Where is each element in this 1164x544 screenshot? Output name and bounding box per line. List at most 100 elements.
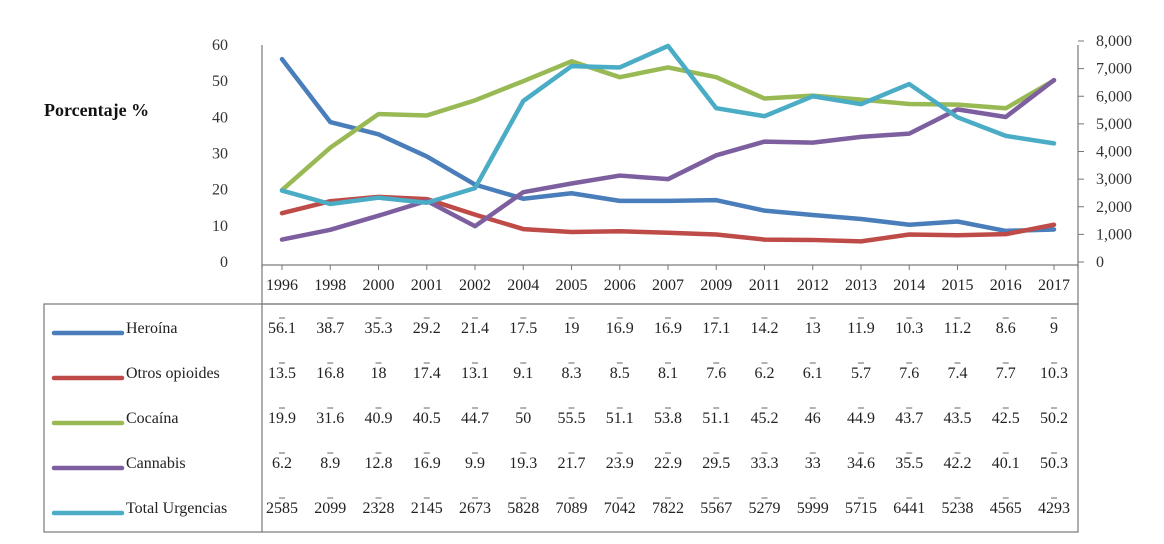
data-label: 2585 [266,500,298,517]
data-label: 9.1 [513,365,533,382]
data-label: 16.9 [654,320,682,337]
data-label: 46 [805,410,821,427]
data-label: 51.1 [702,410,730,427]
data-label: 13.1 [461,365,489,382]
data-label: 7042 [604,500,636,517]
data-label: 43.5 [944,410,972,427]
data-label: 29.2 [413,320,441,337]
data-label: 55.5 [558,410,586,427]
series-line-0 [279,56,1057,234]
data-label: 17.1 [702,320,730,337]
x-tick-label: 2013 [845,277,877,294]
data-label: 6441 [893,500,925,517]
data-label: 8.3 [562,365,582,382]
legend-label-1: Otros opioides [126,365,220,382]
data-label: 10.3 [1040,365,1068,382]
right-tick-label: 1,000 [1096,226,1132,243]
x-tick-label: 2002 [459,277,491,294]
data-label: 9 [1050,320,1058,337]
data-label: 5.7 [851,365,871,382]
right-tick-label: 8,000 [1096,33,1132,50]
data-label: 10.3 [895,320,923,337]
data-label: 18 [371,365,387,382]
data-label: 5279 [749,500,781,517]
data-label: 21.4 [461,320,489,337]
data-label: 16.9 [606,320,634,337]
data-label: 19 [564,320,580,337]
right-tick-label: 2,000 [1096,199,1132,216]
x-tick-label: 2016 [990,277,1022,294]
data-label: 13.5 [268,365,296,382]
x-tick-label: 2015 [942,277,974,294]
data-label: 5715 [845,500,877,517]
data-label: 7.6 [899,365,919,382]
data-label: 13 [805,320,821,337]
data-label: 44.7 [461,410,489,427]
data-label: 44.9 [847,410,875,427]
data-label: 7.4 [948,365,968,382]
data-label: 6.2 [272,455,292,472]
data-label: 40.1 [992,455,1020,472]
data-label: 16.8 [316,365,344,382]
data-label: 8.5 [610,365,630,382]
legend-label-2: Cocaína [126,410,178,427]
data-label: 7.6 [706,365,726,382]
left-tick-label: 0 [220,254,228,271]
data-label: 4293 [1038,500,1070,517]
data-label: 40.5 [413,410,441,427]
data-label: 33 [805,455,821,472]
data-label: 56.1 [268,320,296,337]
right-tick-label: 5,000 [1096,116,1132,133]
x-tick-label: 2004 [507,277,539,294]
data-label: 19.9 [268,410,296,427]
data-label: 19.3 [509,455,537,472]
right-tick-label: 4,000 [1096,144,1132,161]
legend-label-0: Heroína [126,320,178,337]
data-label: 6.1 [803,365,823,382]
right-tick-label: 7,000 [1096,61,1132,78]
data-label: 2145 [411,500,443,517]
data-label: 17.4 [413,365,441,382]
data-label: 31.6 [316,410,344,427]
legend-label-4: Total Urgencias [126,500,227,517]
data-label: 22.9 [654,455,682,472]
left-tick-label: 60 [212,37,228,54]
x-tick-label: 2001 [411,277,443,294]
data-label: 8.1 [658,365,678,382]
data-label: 43.7 [895,410,923,427]
x-tick-label: 2012 [797,277,829,294]
data-label: 51.1 [606,410,634,427]
left-tick-label: 50 [212,73,228,90]
data-label: 2673 [459,500,491,517]
x-tick-label: 2017 [1038,277,1070,294]
data-label: 23.9 [606,455,634,472]
data-label: 11.2 [944,320,971,337]
data-label: 8.9 [320,455,340,472]
x-tick-label: 2011 [749,277,780,294]
data-label: 4565 [990,500,1022,517]
x-tick-label: 2009 [700,277,732,294]
left-tick-label: 10 [212,218,228,235]
left-tick-label: 30 [212,146,228,163]
x-tick-label: 2007 [652,277,684,294]
data-label: 53.8 [654,410,682,427]
data-label: 2328 [363,500,395,517]
data-label: 38.7 [316,320,344,337]
left-tick-label: 20 [212,182,228,199]
table-body-frame [43,303,1079,533]
data-label: 35.3 [365,320,393,337]
data-label: 35.5 [895,455,923,472]
left-tick-label: 40 [212,109,228,126]
data-label: 42.2 [944,455,972,472]
data-label: 14.2 [751,320,779,337]
right-tick-label: 0 [1096,254,1104,271]
data-label: 17.5 [509,320,537,337]
x-tick-label: 2000 [363,277,395,294]
x-tick-label: 1996 [266,277,298,294]
series-line-4 [279,43,1057,207]
data-label: 8.6 [996,320,1016,337]
data-label: 40.9 [365,410,393,427]
data-label: 7822 [652,500,684,517]
data-label: 50 [515,410,531,427]
